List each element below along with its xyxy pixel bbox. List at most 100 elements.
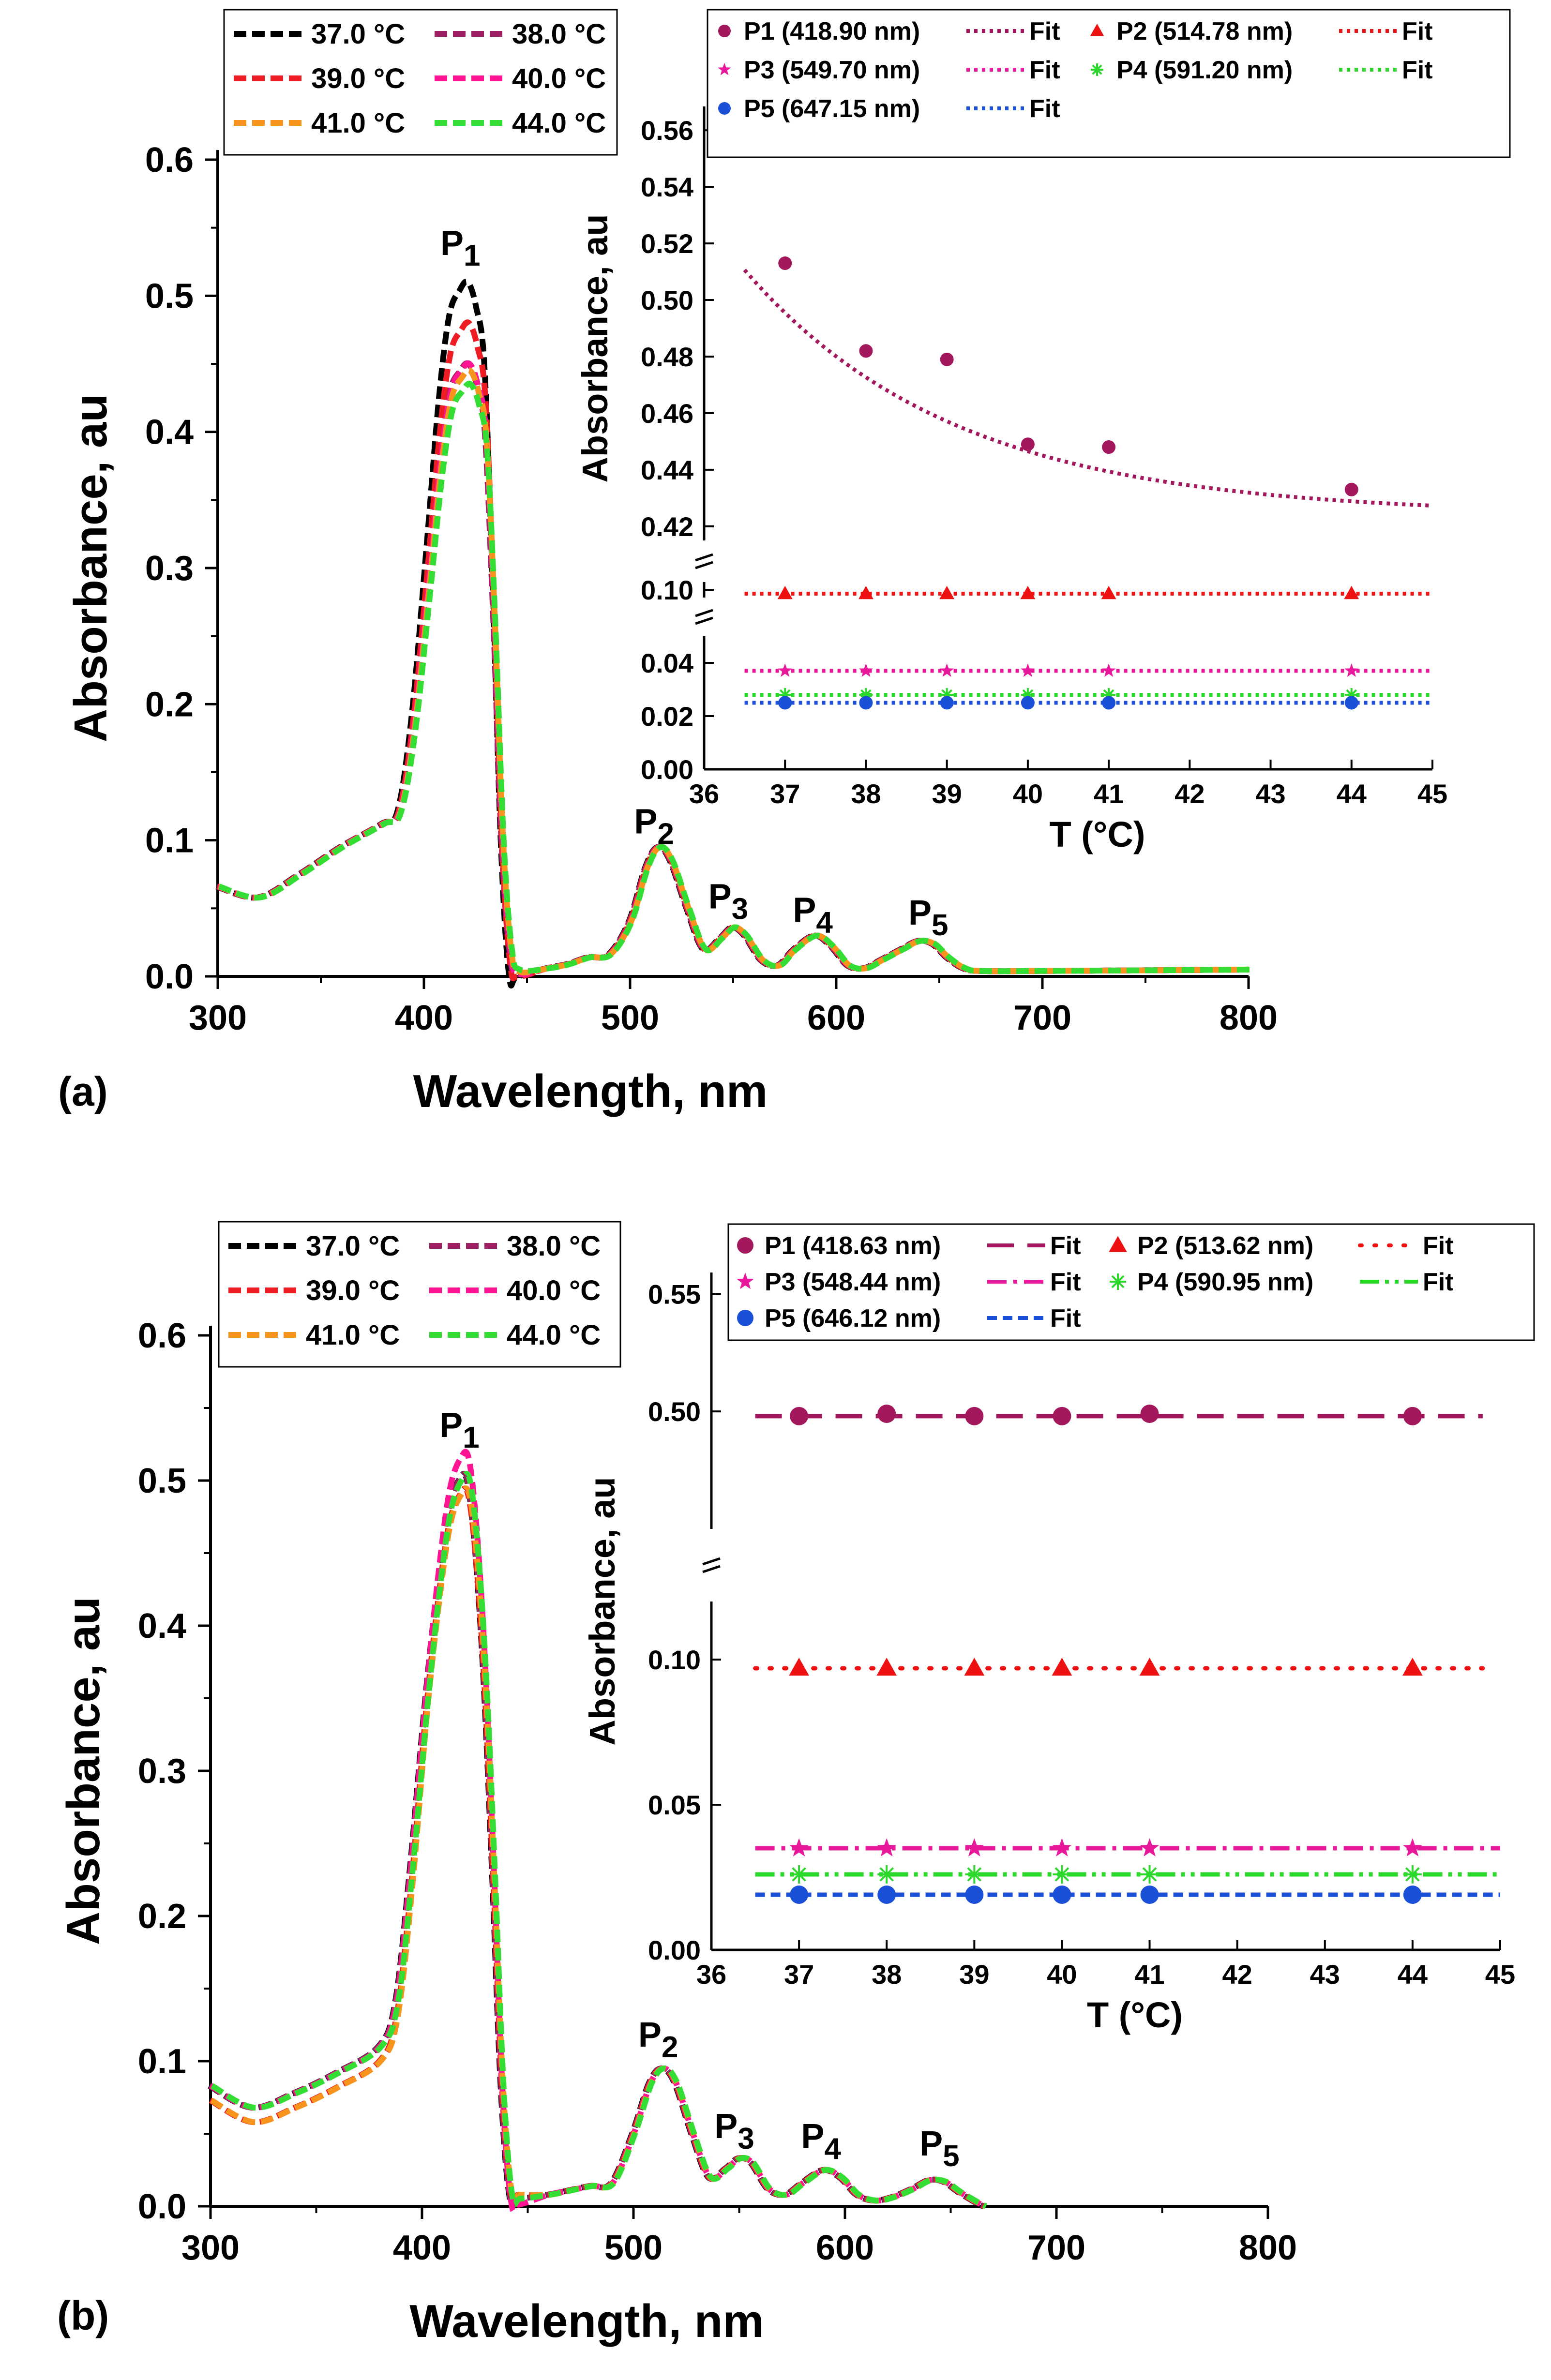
- y-tick-label: 0.0: [138, 2187, 186, 2226]
- peak-label: P4: [801, 2117, 841, 2166]
- legend-label: 37.0 °C: [311, 18, 405, 50]
- inset-y-tick-label: 0.04: [641, 648, 693, 678]
- data-point: [940, 696, 954, 710]
- data-point: [1140, 1838, 1159, 1856]
- spectrum-line: [216, 360, 1248, 978]
- legend-label: 41.0 °C: [311, 107, 405, 139]
- x-tick-label: 600: [816, 2229, 874, 2267]
- peak-label-letter: P: [908, 894, 932, 932]
- inset-x-tick-label: 39: [932, 778, 962, 809]
- data-point: [778, 696, 792, 710]
- y-tick-label: 0.1: [138, 2042, 186, 2081]
- inset-x-tick-label: 41: [1094, 778, 1124, 809]
- inset-y-tick-label: 0.50: [648, 1396, 701, 1427]
- inset-x-tick-label: 38: [851, 778, 881, 809]
- x-tick-label: 400: [395, 999, 453, 1037]
- peak-label: P1: [440, 224, 481, 272]
- x-axis-title: Wavelength, nm: [409, 2295, 764, 2347]
- inset-legend-marker: [1090, 24, 1104, 36]
- inset-y-tick-label: 0.46: [641, 398, 693, 429]
- inset-x-tick-label: 44: [1398, 1959, 1428, 1990]
- x-tick-label: 700: [1027, 2229, 1085, 2267]
- peak-label: P5: [919, 2125, 960, 2173]
- inset-legend-marker: [1110, 1273, 1126, 1290]
- data-point: [876, 1658, 897, 1676]
- y-tick-label: 0.6: [145, 141, 194, 180]
- inset-y-tick-label: 0.05: [648, 1790, 701, 1820]
- spectrum-line: [215, 278, 1248, 989]
- peak-label: P2: [634, 803, 674, 851]
- peak-label: P4: [793, 891, 833, 939]
- inset-legend-label: P2 (513.62 nm): [1137, 1232, 1313, 1260]
- legend-label: 37.0 °C: [306, 1230, 400, 1262]
- legend-label: 44.0 °C: [512, 107, 606, 139]
- data-point: [1102, 696, 1116, 710]
- x-tick-label: 300: [181, 2229, 240, 2267]
- inset-x-tick-label: 39: [959, 1959, 989, 1990]
- peak-label-subscript: 1: [463, 1421, 479, 1454]
- data-point: [789, 1658, 810, 1676]
- x-tick-label: 500: [601, 999, 659, 1037]
- inset-legend-marker: [737, 1310, 753, 1326]
- axis-break-mark: [695, 553, 713, 562]
- data-point: [877, 1886, 896, 1904]
- inset-x-tick-label: 44: [1337, 778, 1367, 809]
- peak-label-subscript: 2: [657, 818, 674, 851]
- inset-chart: 36 37 38 39 40 41 42 43 44 45 0.00 0.05 0.10 0.50 0.55…: [582, 1223, 1535, 2035]
- data-point: [1403, 1838, 1422, 1856]
- data-point: [778, 663, 792, 677]
- inset-x-tick-label: 43: [1255, 778, 1285, 809]
- peak-label-subscript: 4: [824, 2132, 841, 2166]
- data-point: [964, 1658, 985, 1676]
- data-point: [858, 585, 873, 599]
- inset-chart: 36 37 38 39 40 41 42 43 44 45 0.00 0.02 0.04 0.10 0.42…: [575, 9, 1511, 854]
- inset-legend-marker: [718, 25, 731, 37]
- data-point: [1021, 663, 1035, 677]
- data-point: [1344, 585, 1359, 599]
- inset-legend-box: [707, 9, 1511, 158]
- data-point: [790, 1865, 809, 1884]
- inset-legend-fit-label: Fit: [1050, 1232, 1081, 1260]
- data-point: [877, 1405, 896, 1423]
- y-tick-label: 0.1: [145, 822, 194, 860]
- data-point: [1020, 585, 1036, 599]
- inset-x-tick-label: 42: [1175, 778, 1205, 809]
- data-point: [1403, 1886, 1422, 1904]
- legend-label: 38.0 °C: [512, 18, 606, 50]
- inset-legend-marker: [737, 1272, 754, 1289]
- inset-legend-box: [727, 1223, 1535, 1341]
- spectrum-line: [217, 360, 1249, 978]
- inset-legend-fit-label: Fit: [1029, 17, 1060, 45]
- data-point: [778, 256, 792, 270]
- inset-legend-fit-label: Fit: [1402, 17, 1433, 45]
- inset-legend-marker: [1091, 63, 1103, 76]
- panel-label: (b): [57, 2293, 109, 2338]
- y-tick-label: 0.4: [138, 1607, 186, 1646]
- data-point: [1140, 1886, 1159, 1904]
- inset-legend-label: P3 (549.70 nm): [744, 56, 920, 84]
- inset-legend-marker: [718, 102, 731, 115]
- inset-legend-fit-label: Fit: [1029, 56, 1060, 84]
- data-point: [1102, 440, 1116, 454]
- inset-y-tick-label: 0.02: [641, 701, 693, 732]
- inset-legend-label: P2 (514.78 nm): [1116, 17, 1293, 45]
- peak-label: P1: [439, 1406, 480, 1454]
- panel-b: 300 400 500 600 700 800 0.0 0.1 0.2 0.3 0.4 0.5 0.6 W…: [57, 1221, 1535, 2347]
- y-tick-label: 0.4: [145, 413, 194, 452]
- legend-label: 39.0 °C: [311, 63, 405, 94]
- inset-y-tick-label: 0.44: [641, 455, 693, 485]
- y-axis-title: Absorbance, au: [58, 1597, 109, 1945]
- inset-y-tick-label: 0.10: [641, 575, 693, 605]
- inset-legend-fit-label: Fit: [1050, 1268, 1081, 1296]
- data-point: [1053, 1865, 1071, 1884]
- peak-label-letter: P: [919, 2125, 943, 2163]
- legend-label: 39.0 °C: [306, 1275, 400, 1306]
- inset-x-tick-label: 37: [770, 778, 800, 809]
- inset-legend-label: P1 (418.63 nm): [765, 1232, 941, 1260]
- inset-legend-marker: [737, 1237, 753, 1254]
- peak-label-letter: P: [634, 803, 657, 841]
- data-point: [1139, 1658, 1160, 1676]
- fit-line: [743, 269, 1433, 508]
- data-point: [964, 1838, 984, 1856]
- inset-x-tick-label: 43: [1310, 1959, 1340, 1990]
